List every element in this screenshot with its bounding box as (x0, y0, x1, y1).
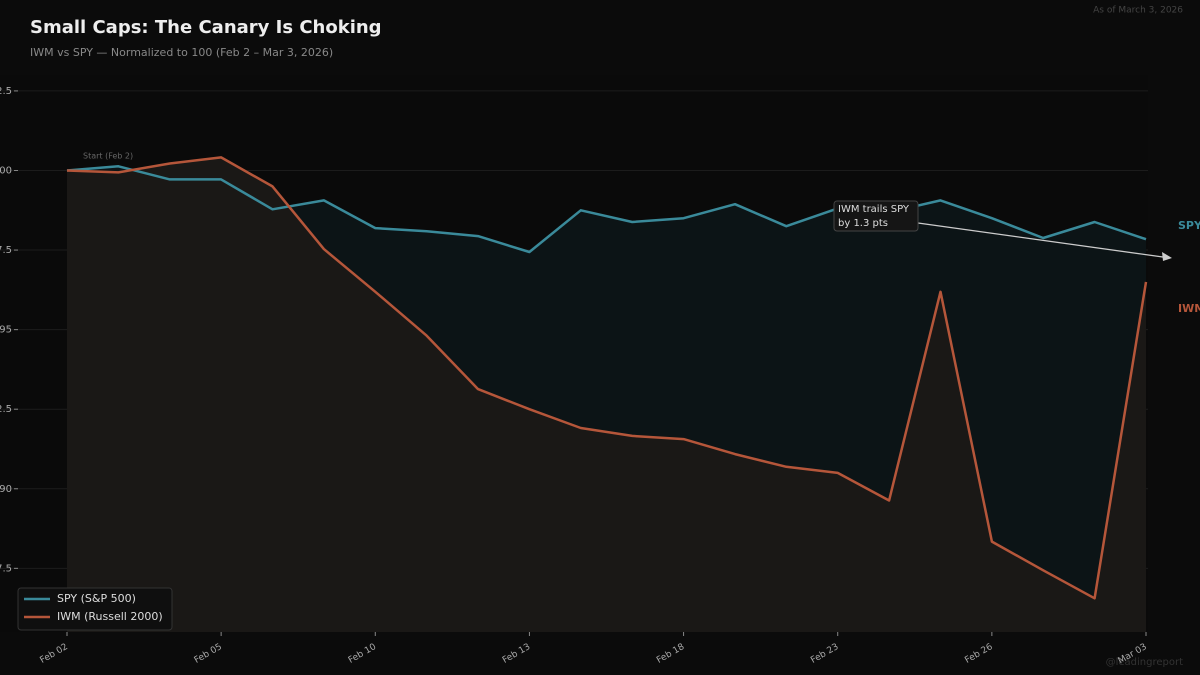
annotation-arrowhead (1162, 252, 1172, 261)
plot (0, 90, 1148, 633)
end-label: SPY (1178, 219, 1200, 232)
y-tick-label: 97.5 (0, 245, 12, 256)
start-label: Start (Feb 2) (83, 152, 133, 161)
y-tick-label: 100 (0, 165, 12, 176)
annotation-box (833, 200, 919, 232)
watermark: @leadingreport (1106, 657, 1183, 668)
y-tick-label: 95 (0, 325, 12, 336)
series-line (66, 156, 1148, 600)
annotation: by 1.3 pts (838, 218, 888, 229)
series-line (66, 165, 1147, 254)
annotation-arrow (917, 222, 1171, 259)
y-tick-label: 92.5 (0, 404, 12, 415)
legend-label: IWM (Russell 2000) (57, 610, 163, 623)
series-area (67, 157, 1146, 632)
chart-title: Small Caps: The Canary Is Choking (30, 17, 382, 38)
chart-subtitle: IWM vs SPY — Normalized to 100 (Feb 2 – … (30, 46, 333, 59)
annotation: IWM trails SPY (838, 204, 910, 215)
y-tick-label: 90 (0, 484, 12, 495)
end-label: IWM (1178, 302, 1200, 315)
legend (17, 587, 173, 631)
y-tick-label: 102.5 (0, 86, 12, 97)
as-of: As of March 3, 2026 (1093, 6, 1183, 16)
y-tick-label: 87.5 (0, 563, 12, 574)
legend-label: SPY (S&P 500) (57, 592, 136, 605)
